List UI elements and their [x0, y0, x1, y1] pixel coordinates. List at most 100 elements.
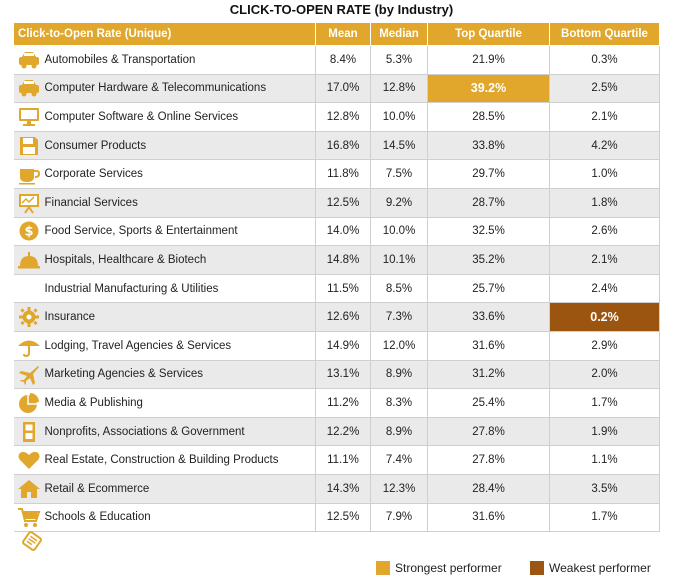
industry-cell: Nonprofits, Associations & Government	[13, 417, 316, 447]
industry-cell: Real Estate, Construction & Building Pro…	[13, 445, 316, 475]
median-value-cell: 10.0%	[370, 102, 428, 132]
table-row: Marketing Agencies & Services 13.1% 8.9% 31…	[13, 360, 660, 390]
industry-label: Industrial Manufacturing & Utilities	[44, 282, 219, 295]
industry-cell: Hospitals, Healthcare & Biotech	[13, 245, 316, 275]
industry-label: Marketing Agencies & Services	[44, 368, 204, 381]
table-row: Media & Publishing 11.2% 8.3% 25.4% 1.7%	[13, 388, 660, 418]
top-value-cell: 27.8%	[427, 445, 550, 475]
median-value-cell: 8.5%	[370, 274, 428, 304]
median-value-cell: 8.3%	[370, 388, 428, 418]
heart-icon	[17, 449, 41, 471]
top-value-cell: 31.6%	[427, 331, 550, 361]
top-value-cell: 25.7%	[427, 274, 550, 304]
table-row: Schools & Education 12.5% 7.9% 31.6% 1.7%	[13, 503, 660, 533]
industry-label: Computer Software & Online Services	[44, 110, 239, 123]
umbrella-icon	[17, 335, 41, 357]
median-value-cell: 7.4%	[370, 445, 428, 475]
mean-value-cell: 14.9%	[315, 331, 371, 361]
median-value-cell: 9.2%	[370, 188, 428, 218]
median-value-cell: 7.5%	[370, 159, 428, 189]
header-row: Click-to-Open Rate (Unique) Mean Median …	[13, 22, 660, 46]
industry-label: Consumer Products	[44, 139, 147, 152]
top-value-cell: 28.4%	[427, 474, 550, 504]
mean-value-cell: 14.3%	[315, 474, 371, 504]
top-value-cell: 21.9%	[427, 45, 550, 75]
top-value-cell: 28.5%	[427, 102, 550, 132]
industry-label: Computer Hardware & Telecommunications	[44, 82, 267, 95]
building-icon	[17, 421, 41, 443]
legend-swatch-weak	[530, 561, 544, 575]
median-value-cell: 7.3%	[370, 302, 428, 332]
table-row: Insurance 12.6% 7.3% 33.6% 0.2%	[13, 302, 660, 332]
bottom-value-cell: 0.3%	[549, 45, 660, 75]
bottom-value-cell: 1.7%	[549, 388, 660, 418]
mean-value-cell: 13.1%	[315, 360, 371, 390]
bottom-value-cell: 1.9%	[549, 417, 660, 447]
industry-label: Media & Publishing	[44, 396, 143, 409]
industry-label: Financial Services	[44, 196, 138, 209]
legend-strongest: Strongest performer	[376, 560, 502, 576]
industry-label: Real Estate, Construction & Building Pro…	[44, 454, 279, 467]
mean-value-cell: 11.8%	[315, 159, 371, 189]
bottom-value-cell: 3.5%	[549, 474, 660, 504]
industry-cell: Industrial Manufacturing & Utilities	[13, 274, 316, 304]
top-value-cell: 29.7%	[427, 159, 550, 189]
shopping-cart-icon	[17, 506, 41, 528]
top-value-cell: 27.8%	[427, 417, 550, 447]
bottom-value-cell: 2.4%	[549, 274, 660, 304]
legend-swatch-strong	[376, 561, 390, 575]
table-row: Hospitals, Healthcare & Biotech 14.8% 10.1…	[13, 245, 660, 275]
top-value-cell: 31.6%	[427, 503, 550, 533]
top-value-cell: 31.2%	[427, 360, 550, 390]
table-row: Industrial Manufacturing & Utilities 11.5…	[13, 274, 660, 304]
service-bell-icon	[17, 249, 41, 271]
industry-label: Nonprofits, Associations & Government	[44, 425, 245, 438]
table-row: Corporate Services 11.8% 7.5% 29.7% 1.0%	[13, 159, 660, 189]
mean-value-cell: 14.0%	[315, 217, 371, 247]
tag-icon	[20, 530, 44, 552]
bottom-value-cell: 1.7%	[549, 503, 660, 533]
column-header: Mean	[315, 22, 371, 46]
top-value-cell: 28.7%	[427, 188, 550, 218]
industry-label: Lodging, Travel Agencies & Services	[44, 339, 232, 352]
bottom-value-cell: 2.5%	[549, 74, 660, 104]
mean-value-cell: 12.2%	[315, 417, 371, 447]
industry-cell: Automobiles & Transportation	[13, 45, 316, 75]
industry-cell: Computer Hardware & Telecommunications	[13, 74, 316, 104]
industry-label: Insurance	[44, 311, 96, 324]
table-row: Financial Services 12.5% 9.2% 28.7% 1.8%	[13, 188, 660, 218]
median-value-cell: 10.0%	[370, 217, 428, 247]
table-row: Lodging, Travel Agencies & Services 14.9%…	[13, 331, 660, 361]
legend-label: Strongest performer	[395, 561, 502, 575]
coffee-cup-icon	[17, 163, 41, 185]
column-header: Click-to-Open Rate (Unique)	[13, 22, 316, 46]
chart-title: CLICK-TO-OPEN RATE (by Industry)	[229, 2, 454, 17]
median-value-cell: 5.3%	[370, 45, 428, 75]
mean-value-cell: 12.6%	[315, 302, 371, 332]
median-value-cell: 7.9%	[370, 503, 428, 533]
industry-label: Automobiles & Transportation	[44, 53, 196, 66]
top-value-cell: 39.2%	[427, 74, 550, 104]
top-value-cell: 32.5%	[427, 217, 550, 247]
floppy-disk-icon	[17, 135, 41, 157]
mean-value-cell: 11.2%	[315, 388, 371, 418]
industry-label: Corporate Services	[44, 168, 143, 181]
top-value-cell: 33.8%	[427, 131, 550, 161]
monitor-icon	[17, 106, 41, 128]
industry-cell: Media & Publishing	[13, 388, 316, 418]
table-row: Retail & Ecommerce 14.3% 12.3% 28.4% 3.5%	[13, 474, 660, 504]
industry-cell: Consumer Products	[13, 131, 316, 161]
industry-cell: Computer Software & Online Services	[13, 102, 316, 132]
industry-cell: Marketing Agencies & Services	[13, 360, 316, 390]
industry-cell: Retail & Ecommerce	[13, 474, 316, 504]
house-icon	[17, 478, 41, 500]
top-value-cell: 25.4%	[427, 388, 550, 418]
airplane-icon	[17, 363, 41, 386]
mean-value-cell: 8.4%	[315, 45, 371, 75]
table-row: $ Food Service, Sports & Entertainment 14.…	[13, 217, 660, 247]
mean-value-cell: 11.1%	[315, 445, 371, 475]
legend-weakest: Weakest performer	[530, 560, 651, 576]
svg-text:$: $	[24, 225, 33, 240]
bottom-value-cell: 0.2%	[549, 302, 660, 332]
median-value-cell: 12.0%	[370, 331, 428, 361]
